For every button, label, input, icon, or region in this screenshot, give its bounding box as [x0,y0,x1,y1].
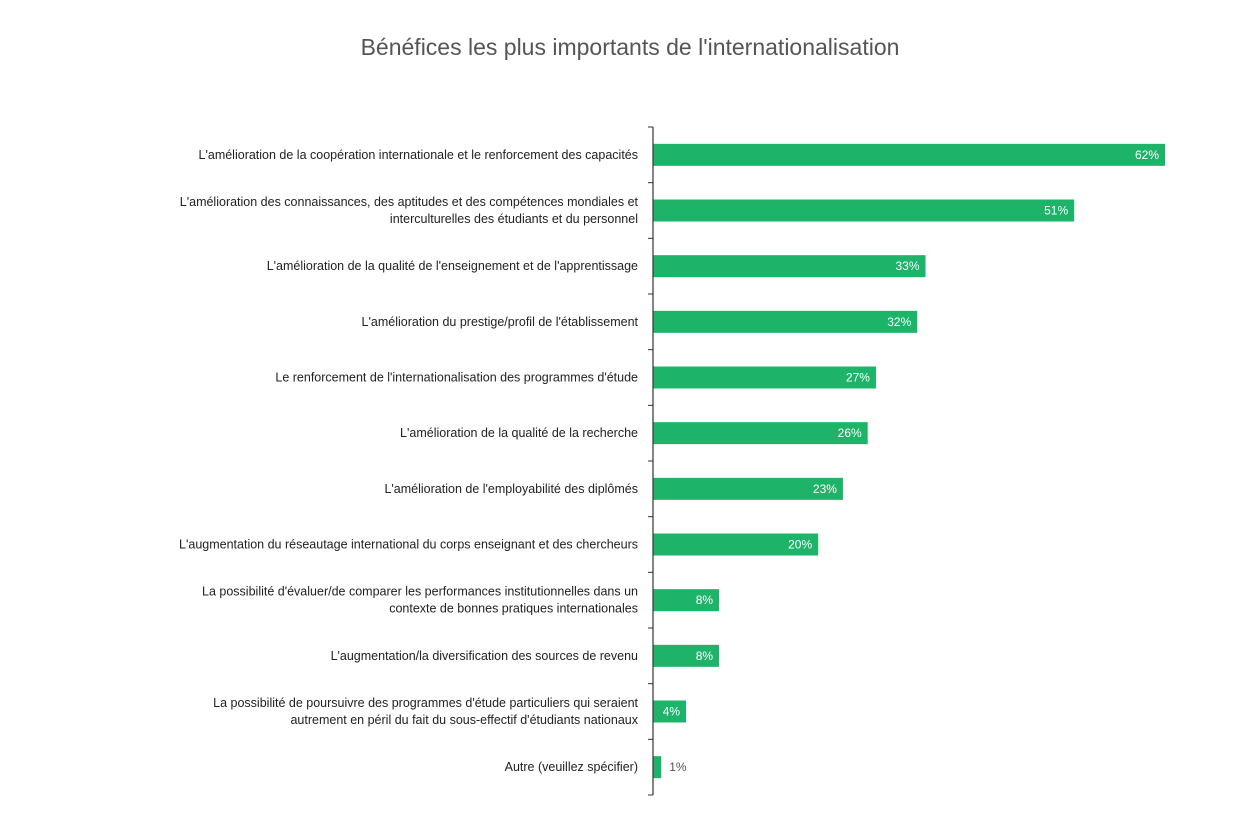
category-label-line: L'amélioration du prestige/profil de l'é… [362,315,639,329]
category-label-line: L'amélioration de l'employabilité des di… [384,482,638,496]
category-axis [648,126,654,796]
bar [653,143,1165,166]
category-label: L'amélioration de la coopération interna… [199,148,638,162]
value-label: 8% [696,593,714,607]
chart-title: Bénéfices les plus importants de l'inter… [361,34,900,60]
category-label-line: Le renforcement de l'internationalisatio… [275,371,638,385]
category-label-line: L'amélioration de la coopération interna… [199,148,638,162]
bars-layer [653,143,1165,779]
category-label-line: L'amélioration de la qualité de l'enseig… [267,259,638,273]
category-label: La possibilité de poursuivre des program… [213,696,639,727]
value-labels-layer: 62% 51% 33% 32% 27% 26% 23% 20% 8% 8% 4% 1% [663,148,1160,774]
category-label-line: L'amélioration des connaissances, des ap… [180,195,639,209]
category-label-line: L'augmentation/la diversification des so… [331,649,638,663]
category-label: L'amélioration de la qualité de l'enseig… [267,259,638,273]
bar [653,533,819,556]
category-label: Le renforcement de l'internationalisatio… [275,371,638,385]
value-label: 32% [887,315,911,329]
bar [653,422,868,445]
category-label: L'amélioration de la qualité de la reche… [400,426,638,440]
category-label-line: La possibilité d'évaluer/de comparer les… [202,585,638,599]
value-label: 4% [663,705,681,719]
bar [653,255,926,278]
value-label: 33% [895,259,919,273]
category-label-line: interculturelles des étudiants et du per… [390,212,638,226]
bar [653,366,876,389]
category-label: L'amélioration de l'employabilité des di… [384,482,638,496]
category-label-line: Autre (veuillez spécifier) [505,760,638,774]
value-label: 51% [1044,204,1068,218]
category-label-line: La possibilité de poursuivre des program… [213,696,638,710]
bar [653,756,662,779]
category-label: La possibilité d'évaluer/de comparer les… [202,585,638,616]
bar [653,644,720,667]
category-label-line: contexte de bonnes pratiques internation… [389,602,638,616]
bar [653,477,843,500]
bar [653,310,918,333]
category-label: Autre (veuillez spécifier) [505,760,638,774]
value-label: 27% [846,371,870,385]
value-label: 1% [669,760,687,774]
bar [653,700,687,723]
value-label: 23% [813,482,837,496]
category-label-line: L'augmentation du réseautage internation… [179,538,638,552]
category-label: L'augmentation du réseautage internation… [179,538,638,552]
bar [653,589,720,612]
category-label: L'amélioration des connaissances, des ap… [180,195,639,226]
category-label-line: autrement en péril du fait du sous-effec… [290,713,638,727]
value-label: 8% [696,649,714,663]
category-label-line: L'amélioration de la qualité de la reche… [400,426,638,440]
value-label: 20% [788,538,812,552]
category-label: L'augmentation/la diversification des so… [331,649,638,663]
category-label: L'amélioration du prestige/profil de l'é… [362,315,639,329]
bar [653,199,1075,222]
value-label: 62% [1135,148,1159,162]
value-label: 26% [838,426,862,440]
category-labels-layer: L'amélioration de la coopération interna… [179,148,639,774]
